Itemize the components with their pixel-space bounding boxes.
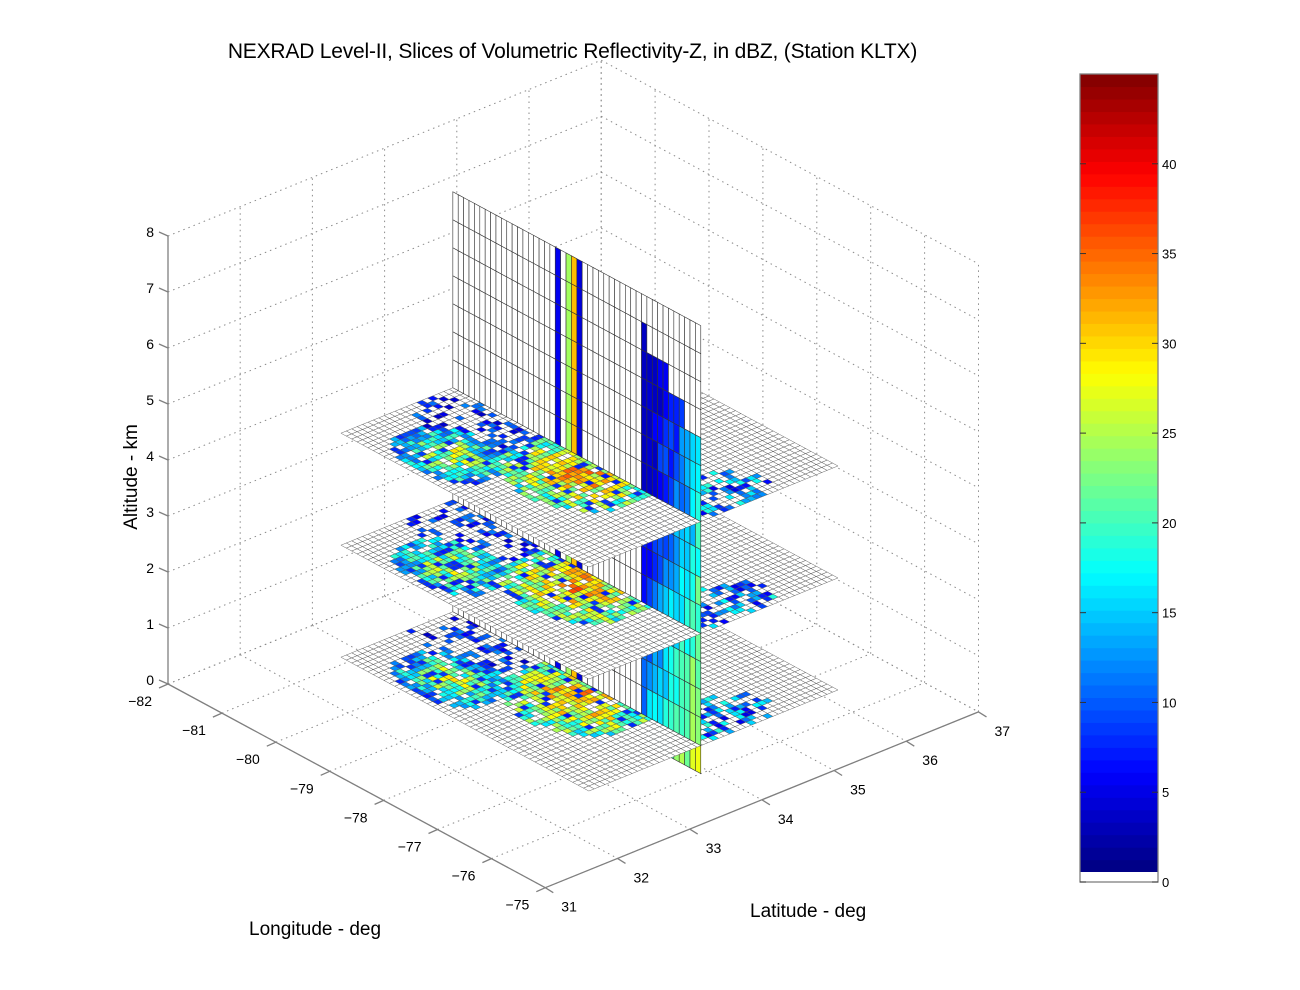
y-axis-label: Latitude - deg bbox=[750, 901, 867, 922]
z-axis-label: Altitude - km bbox=[121, 424, 142, 530]
x-axis-label: Longitude - deg bbox=[249, 919, 382, 940]
reflectivity-slices bbox=[340, 191, 839, 792]
chart-title: NEXRAD Level-II, Slices of Volumetric Re… bbox=[227, 40, 918, 63]
back-grid bbox=[167, 59, 979, 889]
vertical-slice bbox=[452, 191, 702, 523]
